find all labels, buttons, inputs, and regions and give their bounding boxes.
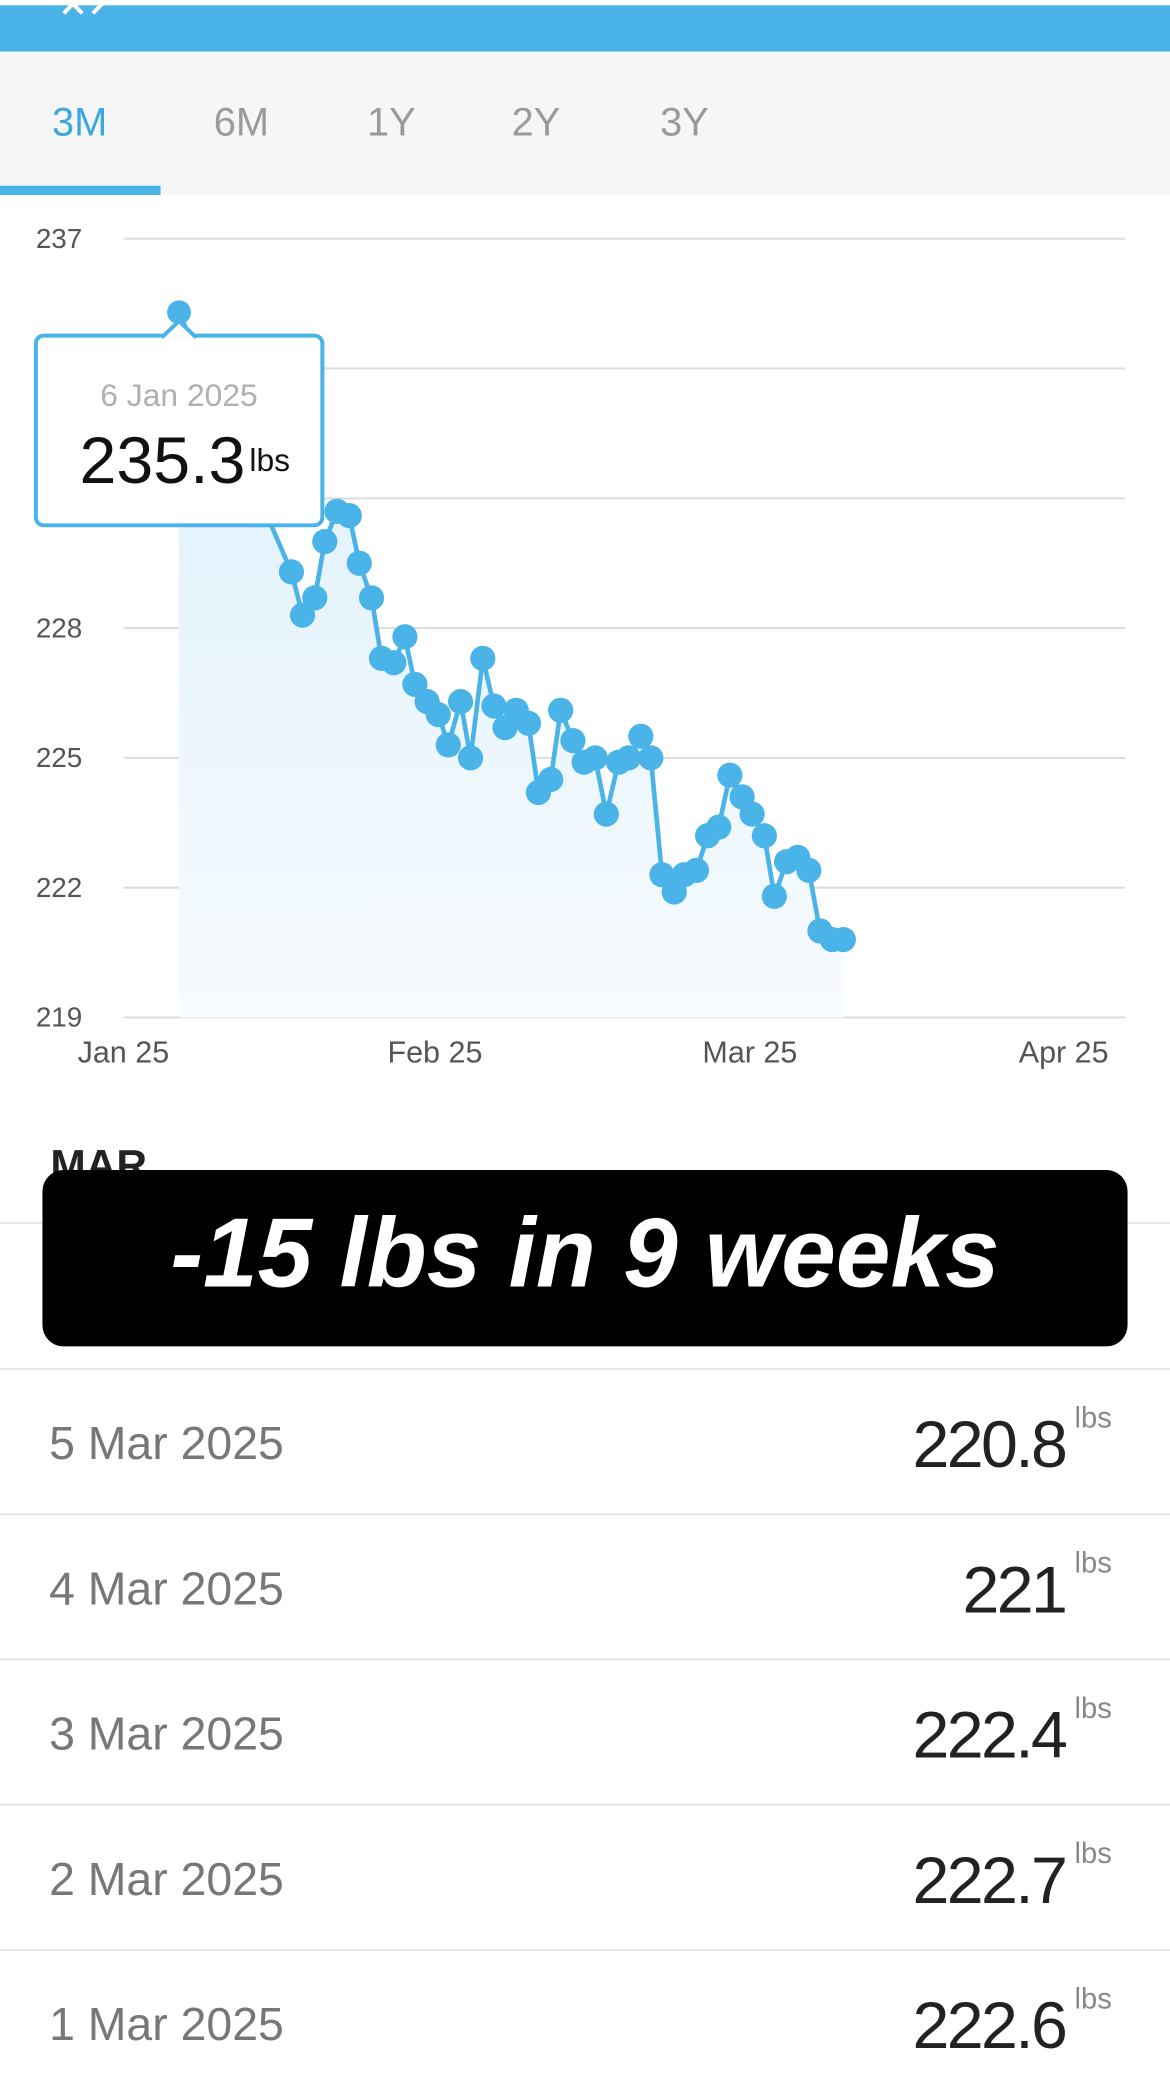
entry-unit: lbs [1074, 1402, 1111, 1434]
tooltip-pointer [160, 318, 198, 340]
point[interactable] [515, 710, 542, 736]
banner [42, 1170, 1128, 1347]
tab[interactable]: 3M [52, 100, 107, 144]
entry-unit: lbs [1074, 1548, 1111, 1580]
close-icon[interactable] [62, 0, 117, 15]
point[interactable] [761, 883, 787, 909]
point[interactable] [830, 926, 856, 953]
entry-date[interactable]: 3 Mar 2025 [49, 1708, 284, 1760]
point[interactable] [447, 689, 474, 715]
y-tick-label: 237 [36, 223, 82, 254]
x-tick-label: Apr 25 [1019, 1036, 1109, 1070]
point[interactable] [582, 745, 608, 771]
tab-indicator [0, 185, 161, 195]
y-tick-label: 228 [36, 612, 82, 643]
entry-unit: lbs [1074, 1693, 1111, 1725]
point[interactable] [167, 300, 191, 325]
point[interactable] [615, 745, 642, 771]
point[interactable] [638, 745, 664, 771]
point[interactable] [470, 645, 496, 671]
point[interactable] [346, 550, 372, 576]
point[interactable] [538, 766, 564, 793]
entry-date[interactable]: 5 Mar 2025 [49, 1417, 284, 1469]
point[interactable] [336, 503, 362, 529]
y-tick-label: 222 [36, 872, 82, 903]
entry-value[interactable]: 222.6 [913, 1989, 1068, 2063]
tab[interactable]: 3Y [660, 100, 709, 144]
tab-bar [0, 51, 1170, 195]
entry-value[interactable]: 222.4 [913, 1699, 1069, 1773]
tooltip-unit: lbs [249, 442, 290, 478]
point[interactable] [593, 801, 619, 827]
point[interactable] [278, 559, 305, 585]
point[interactable] [302, 585, 328, 611]
y-tick-label: 219 [36, 1002, 82, 1033]
tab[interactable]: 6M [214, 100, 269, 144]
point[interactable] [481, 693, 507, 719]
point[interactable] [706, 814, 732, 840]
tooltip-date: 6 Jan 2025 [100, 377, 258, 413]
point[interactable] [796, 857, 822, 883]
point[interactable] [683, 857, 710, 883]
point[interactable] [381, 650, 407, 676]
entry-value[interactable]: 221 [963, 1553, 1068, 1627]
point[interactable] [392, 624, 418, 650]
point[interactable] [425, 702, 451, 728]
tooltip-value: 235.3 [79, 424, 245, 498]
point[interactable] [312, 528, 338, 555]
tab[interactable]: 2Y [512, 100, 561, 144]
top-bar [0, 5, 1170, 52]
point[interactable] [358, 585, 385, 611]
point[interactable] [628, 723, 654, 749]
tab[interactable]: 1Y [367, 100, 416, 144]
entry-date[interactable]: 1 Mar 2025 [49, 1998, 284, 2050]
point[interactable] [548, 697, 574, 723]
entry-unit: lbs [1074, 1983, 1111, 2015]
entry-value[interactable]: 220.8 [913, 1408, 1068, 1482]
entry-value[interactable]: 222.7 [913, 1844, 1068, 1918]
x-tick-label: Jan 25 [78, 1036, 170, 1070]
x-tick-label: Feb 25 [387, 1036, 482, 1070]
point[interactable] [751, 823, 777, 849]
x-tick-label: Mar 25 [702, 1036, 797, 1070]
point[interactable] [435, 732, 461, 758]
entry-date[interactable]: 2 Mar 2025 [49, 1853, 284, 1905]
y-tick-label: 225 [36, 742, 82, 773]
point[interactable] [739, 801, 765, 827]
banner-text: -15 lbs in 9 weeks [170, 1198, 999, 1308]
point[interactable] [457, 745, 484, 771]
area [179, 312, 844, 1018]
point[interactable] [717, 762, 743, 788]
point[interactable] [560, 727, 586, 754]
entry-unit: lbs [1074, 1838, 1111, 1870]
entry-date[interactable]: 4 Mar 2025 [49, 1562, 284, 1614]
